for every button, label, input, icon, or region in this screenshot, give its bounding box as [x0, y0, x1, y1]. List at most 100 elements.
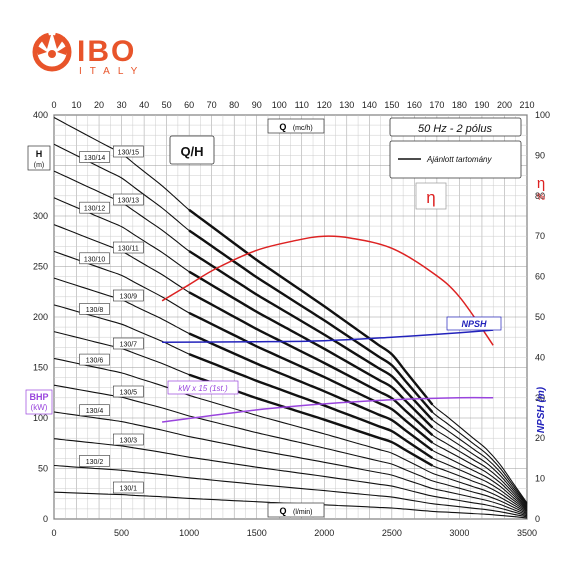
series-label: 130/6	[79, 353, 110, 366]
y-axis-right-ticks: 0 10 20 30 40 50 60 70 80 90 100	[535, 110, 550, 524]
x-bottom-tick-label: 2000	[314, 528, 334, 538]
series-label-text: 130/4	[86, 408, 104, 415]
brand-name: IBO	[77, 35, 136, 68]
x-top-tick-label: 150	[384, 100, 399, 110]
bhp-axis-unit: (kW)	[31, 403, 48, 412]
y-left-tick-label: 300	[33, 211, 48, 221]
hq-curve-recommended-range	[188, 332, 434, 452]
series-label: 130/8	[79, 303, 110, 315]
x-top-tick-label: 0	[51, 100, 56, 110]
x-bottom-tick-label: 3500	[517, 528, 537, 538]
series-label-box	[113, 193, 144, 206]
y-right-tick-label: 70	[535, 231, 545, 241]
series-label: 130/7	[113, 337, 144, 350]
x-top-tick-label: 70	[207, 100, 217, 110]
y-left-tick-label: 400	[33, 110, 48, 120]
series-label-box	[79, 303, 110, 315]
x-top-tick-label: 20	[94, 100, 104, 110]
hq-curve	[53, 357, 528, 514]
y-right-tick-label: 0	[535, 514, 540, 524]
x-top-tick-label: 50	[162, 100, 172, 110]
series-label-text: 130/14	[84, 155, 106, 162]
series-label-box	[113, 385, 144, 398]
hq-curves	[53, 117, 528, 519]
x-bottom-axis-label: Q	[280, 506, 287, 516]
series-label-box	[79, 252, 110, 265]
y-left-tick-label: 50	[38, 464, 48, 474]
y-right-tick-label: 20	[535, 433, 545, 443]
npsh-curve-label: NPSH	[461, 319, 487, 329]
hq-curve	[53, 384, 528, 515]
x-top-tick-label: 200	[497, 100, 512, 110]
hq-curve-recommended-range	[188, 291, 434, 436]
y-left-tick-label: 200	[33, 312, 48, 322]
x-top-tick-label: 210	[519, 100, 534, 110]
series-label-text: 130/9	[120, 294, 138, 301]
series-label-text: 130/2	[86, 459, 104, 466]
eta-axis-label: η	[537, 175, 545, 192]
x-top-tick-label: 160	[407, 100, 422, 110]
x-axis-top-ticks: 0 10 20 30 40 50 60 70 80 90 100 110 120 130 140 150 160…	[51, 100, 534, 110]
series-label-text: 130/7	[120, 342, 138, 349]
x-axis-bottom-ticks: 0 500 1000 1500 2000 2500 3000 3500	[51, 528, 537, 538]
x-bottom-tick-label: 500	[114, 528, 129, 538]
legend: Ajánlott tartomány	[389, 140, 522, 179]
series-label-text: 130/8	[86, 307, 104, 314]
series-label-text: 130/6	[86, 358, 104, 365]
bhp-axis-label: BHP	[29, 392, 48, 402]
series-label-box	[79, 151, 110, 163]
series-label-box	[79, 404, 110, 417]
series-label-box	[79, 353, 110, 366]
x-top-tick-label: 140	[362, 100, 377, 110]
series-label-text: 130/13	[118, 198, 140, 205]
x-top-tick-label: 10	[72, 100, 82, 110]
x-top-axis-title: Q (mc/h)	[267, 117, 325, 134]
series-label-text: 130/15	[118, 150, 140, 157]
series-label: 130/5	[113, 385, 144, 398]
eta-axis-title: η %	[537, 175, 545, 202]
hq-curve-recommended-range	[188, 311, 434, 444]
kw-curve-label: kW x 15 (1st.)	[178, 384, 228, 393]
svg-text:Q (mc/h): Q (mc/h)	[279, 117, 312, 134]
hq-curve	[53, 411, 528, 516]
series-label-text: 130/10	[84, 256, 106, 263]
x-top-tick-label: 90	[252, 100, 262, 110]
brand-sub: ITALY	[79, 66, 145, 77]
series-label-text: 130/1	[120, 486, 138, 493]
x-bottom-tick-label: 2500	[382, 528, 402, 538]
y-left-axis-title: H (m)	[27, 145, 51, 171]
x-top-tick-label: 170	[429, 100, 444, 110]
efficiency-curve-layer	[161, 235, 494, 346]
y-right-tick-label: 90	[535, 150, 545, 160]
x-top-tick-label: 130	[339, 100, 354, 110]
series-label: 130/4	[79, 404, 110, 417]
series-label: 130/9	[113, 289, 144, 302]
x-top-tick-label: 100	[272, 100, 287, 110]
x-top-tick-label: 60	[184, 100, 194, 110]
y-right-tick-label: 10	[535, 474, 545, 484]
series-labels: 130/1 130/2 130/3 130/4 130/5 130/6 130/7 130/8…	[79, 145, 144, 494]
kw-label-box: kW x 15 (1st.)	[167, 380, 239, 395]
npsh-axis-label: NPSH (m)	[536, 386, 547, 433]
power-curve	[162, 396, 494, 423]
y-left-tick-label: 0	[43, 514, 48, 524]
x-top-tick-label: 120	[317, 100, 332, 110]
series-label: 130/10	[79, 252, 110, 265]
x-bottom-tick-label: 1500	[247, 528, 267, 538]
efficiency-curve	[161, 235, 494, 346]
x-bottom-axis-title: Q (l/min)	[267, 502, 325, 518]
hq-curve-recommended-range	[188, 352, 434, 460]
x-bottom-tick-label: 1000	[179, 528, 199, 538]
x-top-tick-label: 190	[474, 100, 489, 110]
chart-title-box: Q/H	[169, 135, 215, 165]
x-top-tick-label: 40	[139, 100, 149, 110]
npsh-curve	[162, 329, 494, 344]
x-top-tick-label: 80	[229, 100, 239, 110]
series-label-text: 130/5	[120, 390, 138, 397]
y-right-tick-label: 30	[535, 393, 545, 403]
series-label: 130/2	[79, 455, 110, 467]
series-label: 130/15	[113, 145, 144, 158]
eta-symbol: η	[426, 188, 435, 207]
chart-title: Q/H	[180, 144, 203, 159]
